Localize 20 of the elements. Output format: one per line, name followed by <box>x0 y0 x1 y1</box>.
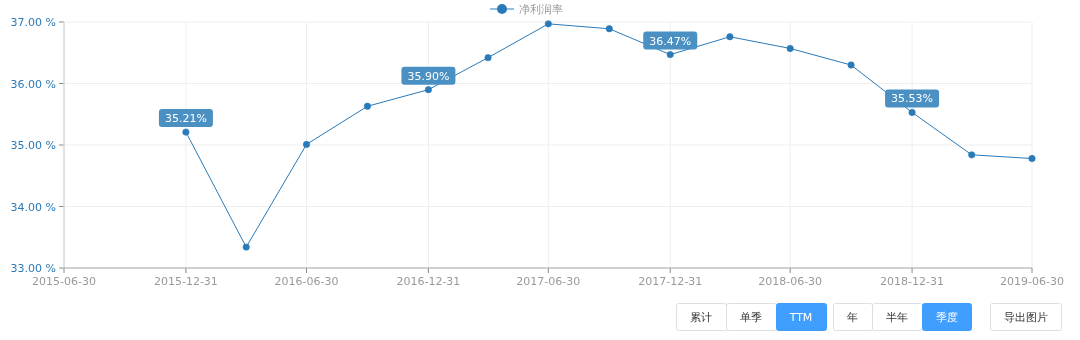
data-label: 35.21% <box>164 112 207 126</box>
data-label: 35.90% <box>407 69 450 83</box>
x-tick-label: 2017-06-30 <box>516 275 581 288</box>
y-tick-label: 36.00 % <box>10 77 56 91</box>
x-tick-label: 2015-12-31 <box>153 275 218 288</box>
x-tick-label: 2016-06-30 <box>274 275 339 288</box>
data-label: 35.53% <box>891 92 934 106</box>
legend-label: 净利润率 <box>519 3 563 16</box>
data-label: 36.47% <box>649 34 692 48</box>
x-tick-label: 2016-12-31 <box>396 275 461 288</box>
x-tick-label: 2018-06-30 <box>758 275 823 288</box>
x-tick-label: 2019-06-30 <box>1000 275 1064 288</box>
legend: 净利润率 <box>489 3 563 16</box>
x-tick-label: 2018-12-31 <box>880 275 945 288</box>
y-tick-label: 33.00 % <box>10 262 56 275</box>
x-tick-label: 2017-12-31 <box>638 275 703 288</box>
y-tick-label: 34.00 % <box>10 200 56 214</box>
y-tick-label: 35.00 % <box>10 139 56 152</box>
y-tick-label: 37.00 % <box>10 16 56 29</box>
x-tick-label: 2015-06-30 <box>32 275 96 288</box>
